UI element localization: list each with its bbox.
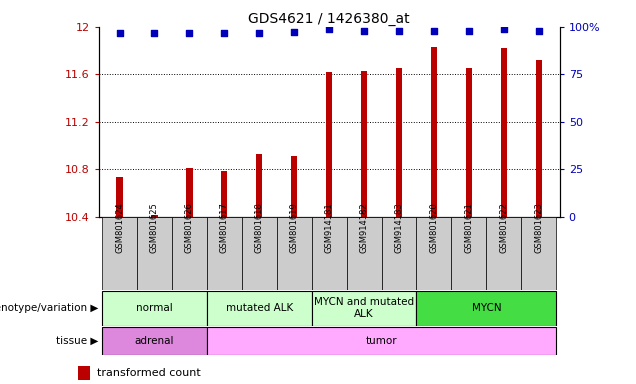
Text: GSM801626: GSM801626	[185, 203, 194, 253]
Text: GSM801618: GSM801618	[255, 203, 264, 253]
Text: normal: normal	[136, 303, 173, 313]
Bar	[207, 217, 242, 290]
Text: GSM914183: GSM914183	[394, 203, 403, 253]
Text: GSM801622: GSM801622	[499, 203, 508, 253]
Bar	[172, 217, 207, 290]
Bar	[312, 217, 347, 290]
Text: tumor: tumor	[366, 336, 398, 346]
Text: GSM801620: GSM801620	[429, 203, 438, 253]
Bar	[137, 217, 172, 290]
Text: adrenal: adrenal	[135, 336, 174, 346]
Point	[394, 28, 404, 34]
Text: GSM801621: GSM801621	[464, 203, 473, 253]
Text: mutated ALK: mutated ALK	[226, 303, 293, 313]
Point	[184, 30, 195, 36]
Point	[464, 28, 474, 34]
Bar	[487, 217, 522, 290]
Point	[359, 28, 369, 34]
Bar	[361, 71, 367, 217]
Point	[324, 26, 335, 32]
Text: transformed count: transformed count	[97, 368, 201, 378]
Point	[219, 30, 230, 36]
Text: GSM914182: GSM914182	[359, 203, 368, 253]
Text: GSM801623: GSM801623	[534, 203, 543, 253]
Point	[149, 30, 160, 36]
Bar	[186, 168, 193, 217]
Bar	[151, 215, 158, 217]
Bar	[452, 217, 487, 290]
Bar	[522, 217, 556, 290]
Text: GSM801619: GSM801619	[290, 203, 299, 253]
Bar	[536, 60, 542, 217]
Bar	[242, 217, 277, 290]
Bar	[347, 217, 382, 290]
Text: GSM801617: GSM801617	[220, 203, 229, 253]
Bar	[382, 217, 417, 290]
Bar	[326, 72, 332, 217]
Bar	[102, 291, 207, 326]
Bar	[78, 366, 90, 380]
Point	[429, 28, 439, 34]
Bar	[396, 68, 402, 217]
Title: GDS4621 / 1426380_at: GDS4621 / 1426380_at	[248, 12, 410, 26]
Bar	[431, 47, 437, 217]
Bar	[102, 327, 207, 355]
Text: MYCN: MYCN	[471, 303, 501, 313]
Bar	[291, 156, 298, 217]
Bar	[466, 68, 472, 217]
Bar	[277, 217, 312, 290]
Point	[289, 28, 300, 35]
Text: GSM801625: GSM801625	[150, 203, 159, 253]
Bar	[207, 327, 556, 355]
Bar	[417, 217, 452, 290]
Point	[499, 26, 509, 32]
Text: MYCN and mutated
ALK: MYCN and mutated ALK	[314, 297, 414, 319]
Text: genotype/variation ▶: genotype/variation ▶	[0, 303, 98, 313]
Bar	[102, 217, 137, 290]
Bar	[501, 48, 507, 217]
Bar	[256, 154, 263, 217]
Text: GSM801624: GSM801624	[115, 203, 124, 253]
Point	[114, 30, 125, 36]
Text: GSM914181: GSM914181	[324, 203, 334, 253]
Bar	[312, 291, 417, 326]
Bar	[221, 170, 228, 217]
Text: tissue ▶: tissue ▶	[55, 336, 98, 346]
Bar	[116, 177, 123, 217]
Bar	[207, 291, 312, 326]
Point	[534, 28, 544, 34]
Point	[254, 30, 265, 36]
Bar	[417, 291, 556, 326]
